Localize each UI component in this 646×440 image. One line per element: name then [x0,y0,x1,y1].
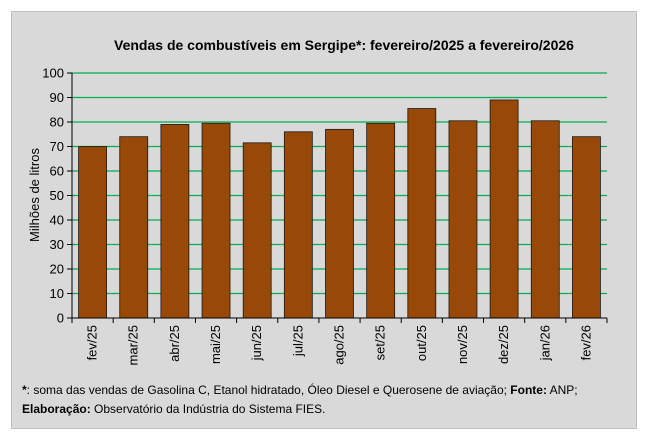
bar [201,122,231,319]
y-tick-label: 80 [50,115,64,130]
footnote-line-2: Elaboração: Observatório da Indústria do… [22,400,632,419]
chart-title: Vendas de combustíveis em Sergipe*: feve… [114,37,574,53]
x-tick-label: abr/25 [167,325,182,362]
bar [160,124,190,319]
bar [325,128,354,319]
y-tick-label: 70 [50,139,64,154]
bar [283,131,313,319]
x-tick-label: fev/25 [85,325,100,360]
source-text: ANP; [546,383,578,397]
axes [67,72,608,323]
x-tick-label: fev/26 [578,325,593,360]
y-tick-label: 40 [50,213,64,228]
x-tick-label: jan/26 [537,325,552,361]
y-tick-label: 90 [50,90,64,105]
bar [572,136,601,319]
bar [366,122,396,319]
y-axis-label: Milhões de litros [27,148,42,242]
x-tick-label: jun/25 [249,325,264,361]
bar-chart: Vendas de combustíveis em Sergipe*: feve… [27,37,608,365]
y-tick-label: 30 [50,237,64,252]
x-tick-label: ago/25 [332,325,347,365]
bar [78,146,107,319]
y-tick-label: 20 [50,262,64,277]
source-label: Fonte: [510,383,547,397]
x-tick-label: set/25 [373,325,388,360]
elaboration-label: Elaboração: [22,402,91,416]
bar [242,142,272,319]
y-tick-labels: 0 10 20 30 40 50 60 70 80 90 100 [42,66,64,326]
x-tick-label: mai/25 [208,325,223,364]
bar [407,108,437,319]
bars [78,99,601,319]
footnote-text: : soma das vendas de Gasolina C, Etanol … [26,383,511,397]
elaboration-text: Observatório da Indústria do Sistema FIE… [90,402,326,416]
bar [448,120,478,319]
x-tick-label: jul/25 [290,325,305,357]
x-tick-label: dez/25 [496,325,511,364]
footnote: *: soma das vendas de Gasolina C, Etanol… [22,381,632,419]
y-tick-label: 50 [50,188,64,203]
bar [119,136,149,319]
x-tick-label: nov/25 [455,325,470,364]
y-tick-label: 60 [50,164,64,179]
y-tick-label: 10 [50,286,64,301]
x-tick-label: mar/25 [126,325,141,365]
footnote-line-1: *: soma das vendas de Gasolina C, Etanol… [22,381,632,400]
bar [530,120,560,319]
x-tick-label: out/25 [414,325,429,361]
y-tick-label: 100 [42,66,64,81]
bar [489,99,519,319]
y-tick-label: 0 [57,311,64,326]
x-tick-labels: fev/25 mar/25 abr/25 mai/25 jun/25 jul/25 ago/… [85,325,594,365]
footnote-asterisk: * [22,383,27,397]
